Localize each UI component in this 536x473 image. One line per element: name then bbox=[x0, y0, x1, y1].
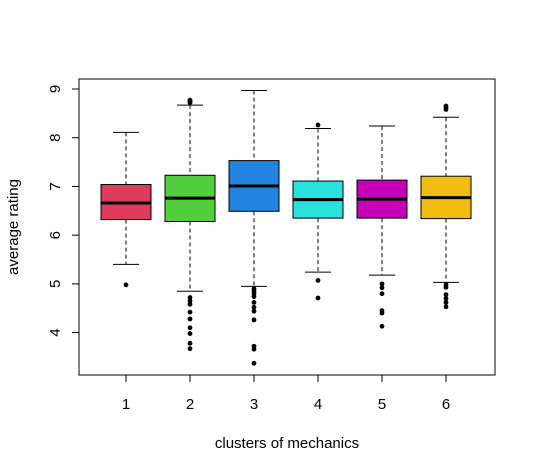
outlier-point bbox=[251, 299, 257, 305]
plot-border bbox=[78, 78, 496, 376]
box-group-1 bbox=[100, 131, 152, 288]
outlier-point bbox=[443, 296, 449, 301]
y-tick-label: 9 bbox=[47, 85, 64, 93]
outlier-point bbox=[379, 291, 385, 297]
outlier-point bbox=[187, 301, 193, 307]
outlier-point bbox=[251, 308, 257, 314]
box-group-3 bbox=[228, 89, 280, 366]
outlier-point bbox=[315, 295, 321, 301]
outlier-point bbox=[187, 309, 193, 315]
outlier-point bbox=[315, 278, 321, 283]
outlier-point bbox=[187, 325, 193, 331]
outlier-point bbox=[251, 360, 257, 366]
box-group-5 bbox=[356, 125, 408, 329]
outlier-point bbox=[187, 97, 193, 103]
outlier-point bbox=[443, 292, 449, 297]
outlier-point bbox=[251, 294, 257, 299]
y-tick-label: 4 bbox=[47, 328, 64, 336]
outlier-point bbox=[251, 317, 257, 323]
boxes-layer bbox=[100, 89, 472, 366]
x-tick-label: 4 bbox=[314, 396, 322, 413]
outlier-point bbox=[187, 295, 193, 300]
outlier-point bbox=[187, 316, 193, 322]
y-tick-label: 6 bbox=[47, 231, 64, 239]
box-group-2 bbox=[164, 97, 216, 352]
x-tick-label: 2 bbox=[186, 396, 194, 413]
outlier-point bbox=[379, 310, 385, 316]
y-axis: 4 5 6 7 8 9 bbox=[47, 85, 80, 337]
outlier-point bbox=[187, 346, 193, 352]
outlier-point bbox=[379, 285, 385, 291]
x-tick-label: 5 bbox=[378, 396, 386, 413]
outlier-point bbox=[443, 103, 449, 109]
x-tick-label: 3 bbox=[250, 396, 258, 413]
x-tick-label: 6 bbox=[442, 396, 450, 413]
outlier-point bbox=[443, 304, 449, 310]
y-axis-label: average rating bbox=[5, 179, 22, 275]
outlier-point bbox=[251, 304, 257, 310]
outlier-point bbox=[443, 299, 449, 305]
y-tick-label: 5 bbox=[47, 280, 64, 288]
outlier-point bbox=[251, 346, 257, 352]
outlier-point bbox=[379, 323, 385, 329]
box-group-4 bbox=[292, 122, 344, 301]
x-tick-label: 1 bbox=[122, 396, 130, 413]
outlier-point bbox=[379, 281, 385, 287]
box-group-6 bbox=[420, 103, 472, 310]
outlier-point bbox=[443, 284, 449, 290]
outlier-point bbox=[187, 340, 193, 346]
y-tick-label: 7 bbox=[47, 182, 64, 190]
outlier-point bbox=[187, 298, 193, 304]
x-axis-label: clusters of mechanics bbox=[215, 435, 359, 452]
outlier-point bbox=[187, 331, 193, 336]
y-tick-label: 8 bbox=[47, 134, 64, 142]
x-axis: 1 2 3 4 5 6 bbox=[122, 374, 450, 413]
outlier-point bbox=[123, 282, 129, 288]
outlier-point bbox=[315, 122, 321, 128]
